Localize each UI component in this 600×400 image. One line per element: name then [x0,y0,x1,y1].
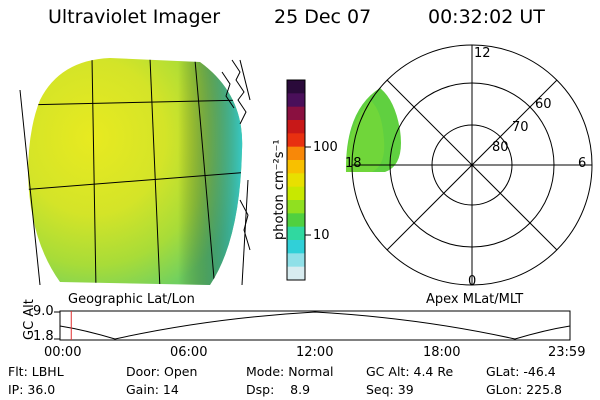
instrument-title: Ultraviolet Imager [48,6,221,28]
mlt-label-0: 0 [468,274,477,289]
gc-ytick-9: 9.0 [33,304,54,319]
info-glat: GLat: -46.4 [486,364,556,379]
lat-label-60: 60 [535,97,552,112]
gc-xtick-2359: 23:59 [548,345,586,360]
colorbar [286,79,311,281]
apex-label: Apex MLat/MLT [426,292,524,307]
date-label: 25 Dec 07 [274,6,372,28]
colorbar-band [287,186,305,201]
info-door: Door: Open [126,364,198,379]
colorbar-band [287,213,305,228]
geo-grid-outer [19,59,251,286]
gc-alt-plot [54,310,571,341]
geo-label: Geographic Lat/Lon [68,292,195,307]
colorbar-band [287,253,305,268]
colorbar-band [287,160,305,174]
gc-xtick-0000: 00:00 [44,345,82,360]
info-gc-alt: GC Alt: 4.4 Re [366,364,454,379]
colorbar-band [287,133,305,148]
earth-disk [28,58,243,285]
gc-ytick-1-8: 1.8 [33,329,54,344]
mlt-label-6: 6 [578,156,587,171]
gc-xtick-1200: 12:00 [296,345,334,360]
colorbar-tick-100: 100 [313,140,338,155]
colorbar-band [287,226,305,241]
polar-plot [345,44,593,286]
lat-label-80: 80 [492,140,509,155]
info-seq: Seq: 39 [366,382,414,397]
info-glon: GLon: 225.8 [486,382,562,397]
colorbar-band [287,120,305,134]
colorbar-band [287,266,305,281]
colorbar-band [287,93,305,108]
colorbar-unit: photon cm⁻²s⁻¹ [272,139,287,240]
info-mode: Mode: Normal [246,364,334,379]
colorbar-band [287,146,305,161]
geo-grid [28,58,243,285]
colorbar-band [287,80,305,94]
colorbar-tick-10: 10 [313,228,330,243]
colorbar-band [287,200,305,214]
colorbar-band [287,106,305,121]
colorbar-band [287,173,305,188]
lat-label-70: 70 [512,120,529,135]
time-label: 00:32:02 UT [428,6,545,28]
gc-xtick-1800: 18:00 [423,345,461,360]
mlt-label-18: 18 [345,156,362,171]
mlt-label-12: 12 [474,46,491,61]
gc-xtick-0600: 06:00 [170,345,208,360]
info-ip: IP: 36.0 [8,382,56,397]
info-flt: Flt: LBHL [8,364,64,379]
colorbar-band [287,240,305,254]
info-dsp: Dsp: 8.9 [246,382,311,397]
info-gain: Gain: 14 [126,382,179,397]
